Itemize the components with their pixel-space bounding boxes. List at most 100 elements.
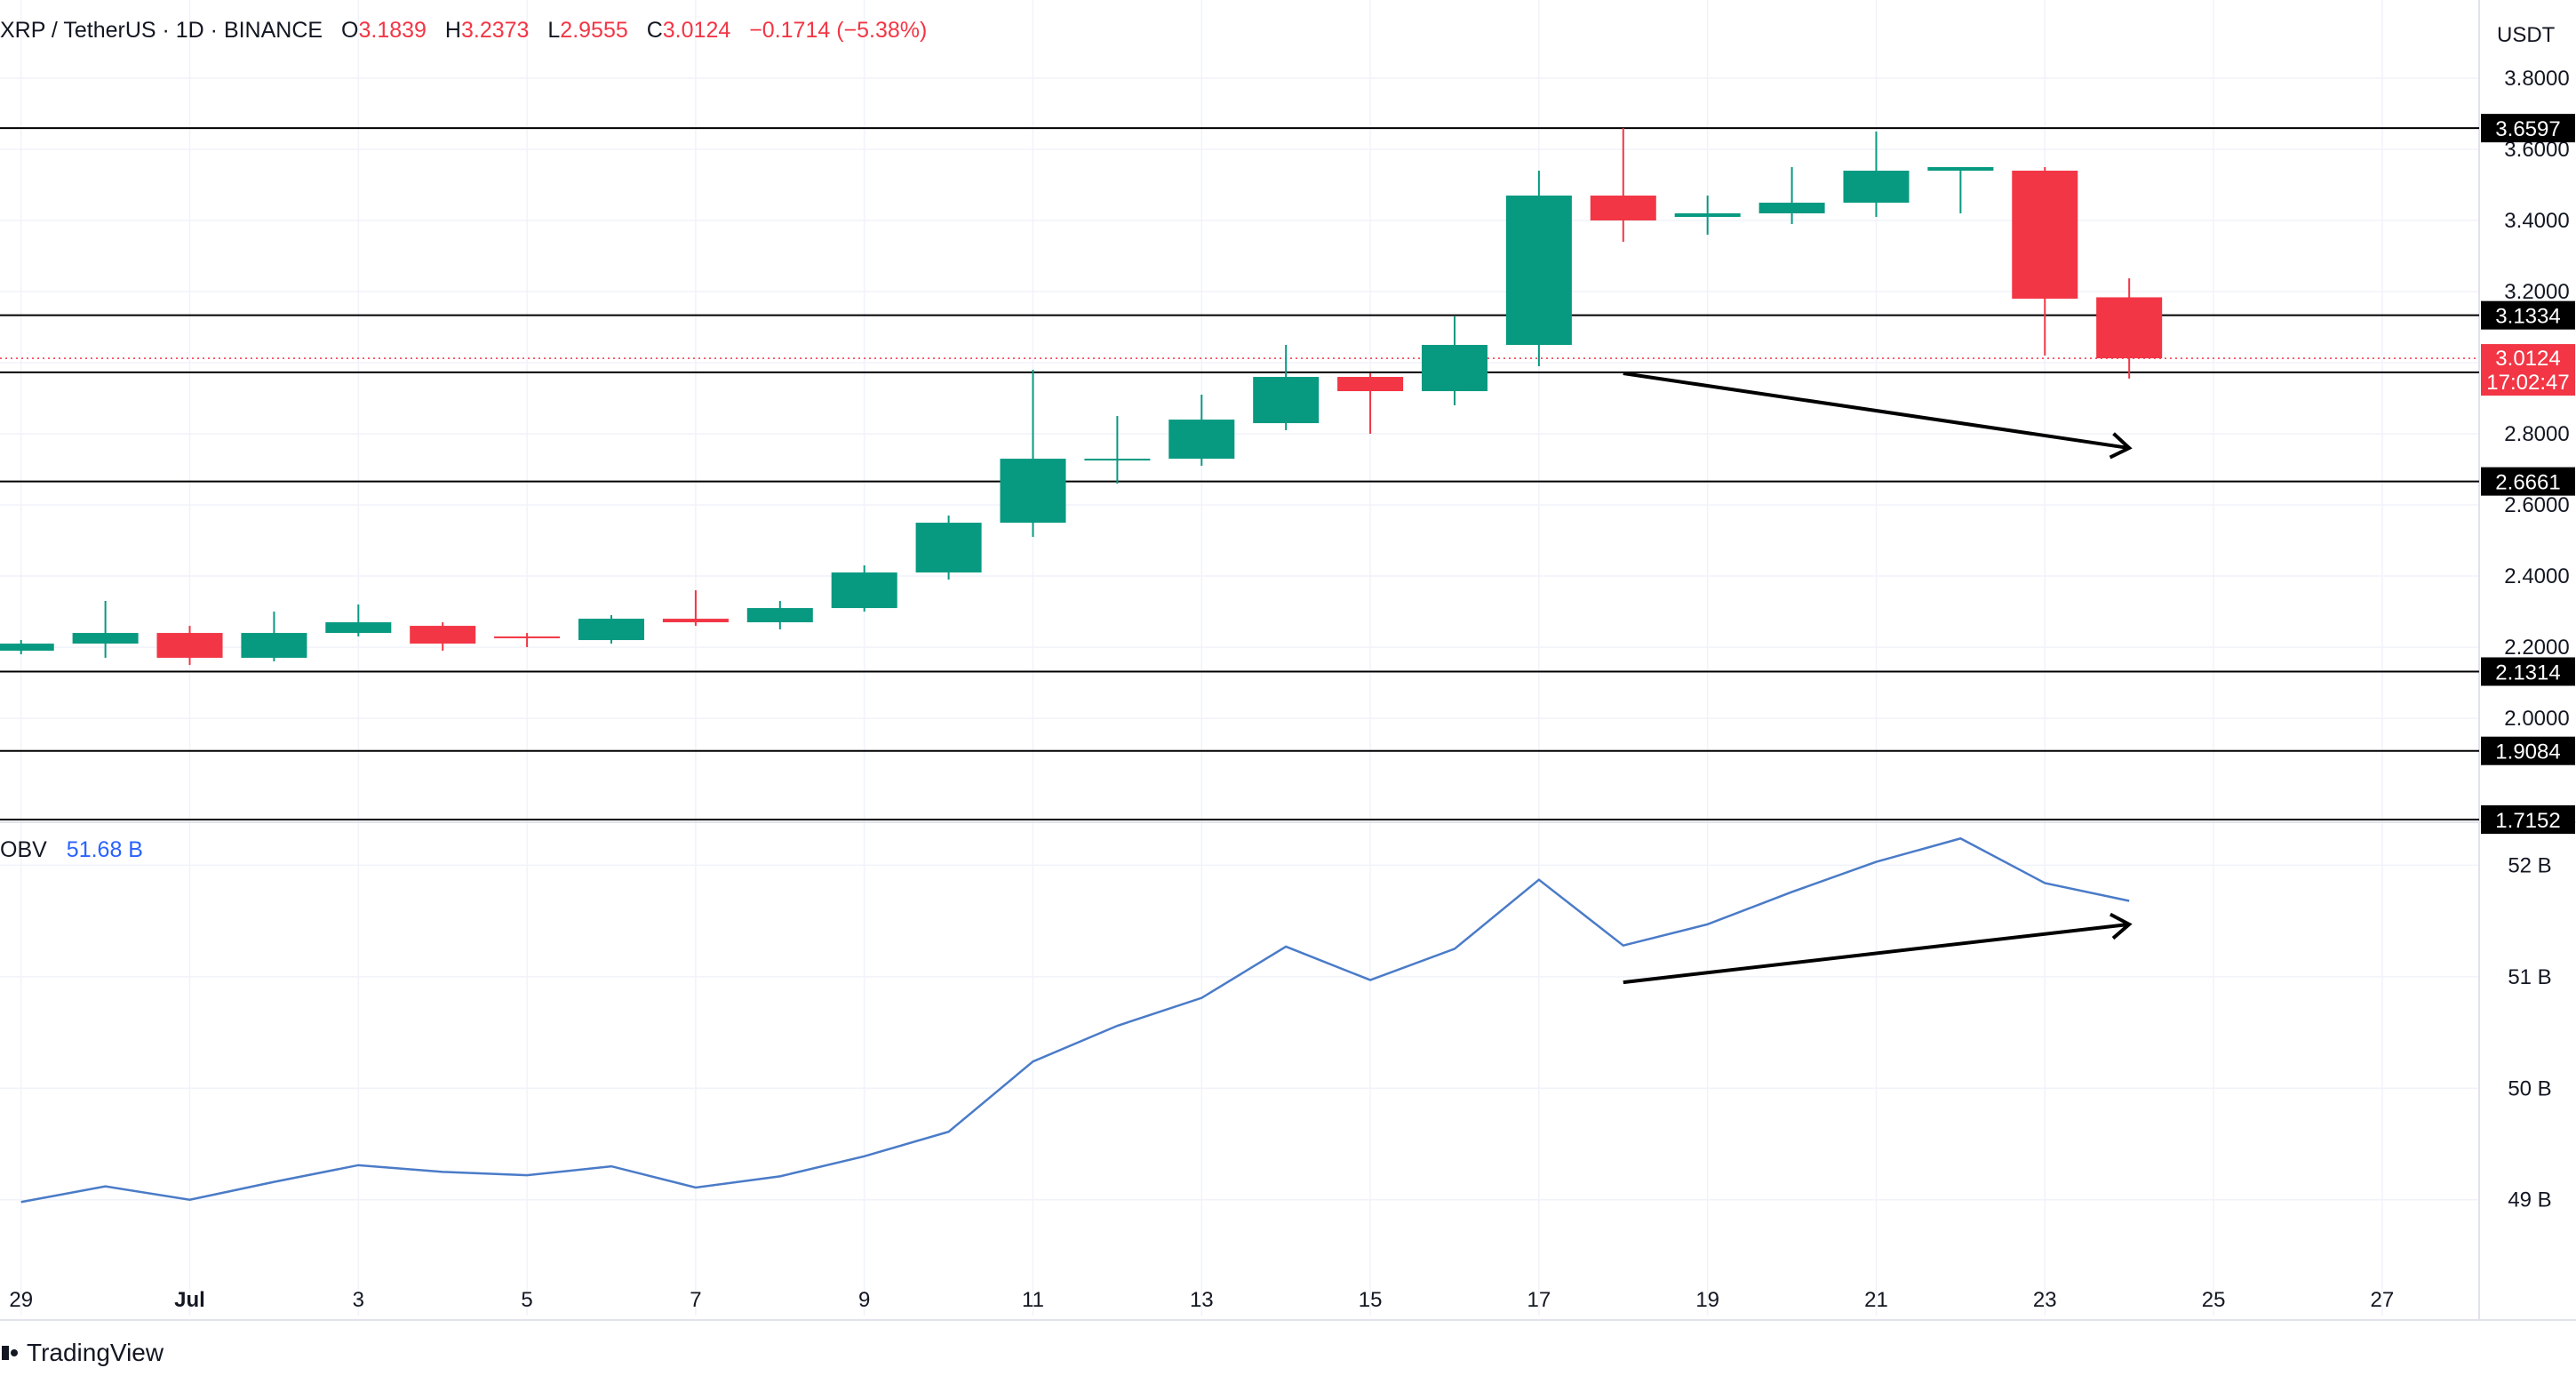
candle bbox=[1590, 128, 1656, 243]
price-trend-arrow bbox=[1623, 372, 2133, 460]
candle bbox=[2012, 167, 2078, 356]
symbol-header: XRP / TetherUS · 1D · BINANCE O3.1839 H3… bbox=[0, 18, 927, 44]
candle bbox=[1505, 171, 1572, 367]
arrow-shaft bbox=[1623, 372, 2130, 451]
symbol-title: XRP / TetherUS · 1D · BINANCE bbox=[0, 18, 323, 43]
time-tick-label: 9 bbox=[858, 1288, 870, 1312]
candle-body bbox=[325, 622, 392, 634]
candle-body bbox=[2012, 171, 2078, 300]
level-label-bg bbox=[2481, 657, 2575, 686]
high-value: 3.2373 bbox=[460, 18, 530, 43]
obv-line bbox=[20, 836, 2130, 1204]
candle bbox=[1337, 373, 1404, 435]
candle bbox=[1084, 416, 1151, 484]
level-label: 3.1334 bbox=[2495, 305, 2560, 329]
candle-body bbox=[1084, 459, 1151, 461]
candle-body bbox=[1168, 420, 1235, 460]
candle bbox=[915, 516, 982, 580]
low-label: L bbox=[547, 18, 561, 43]
arrow-head bbox=[2109, 912, 2133, 940]
candle-body bbox=[1674, 213, 1741, 218]
level-label: 3.6597 bbox=[2495, 117, 2560, 141]
high-label: H bbox=[444, 18, 461, 43]
candle bbox=[746, 601, 813, 630]
obv-value: 51.68 B bbox=[66, 837, 143, 862]
time-tick-label: 11 bbox=[1022, 1288, 1044, 1312]
candle-body bbox=[0, 644, 54, 652]
bar-countdown-label: 17:02:47 bbox=[2486, 371, 2569, 395]
candle bbox=[0, 640, 54, 655]
price-tick-label: 2.2000 bbox=[2504, 636, 2569, 660]
candle bbox=[410, 622, 476, 652]
candle bbox=[156, 626, 223, 666]
change-value: −0.1714 (−5.38%) bbox=[749, 18, 928, 43]
obv-trend-arrow bbox=[1623, 912, 2133, 985]
candle-body bbox=[494, 636, 561, 639]
candle bbox=[1253, 345, 1320, 431]
time-tick-label: 5 bbox=[521, 1288, 532, 1312]
level-label-bg bbox=[2481, 736, 2575, 765]
candle-body bbox=[1421, 345, 1487, 392]
candle-body bbox=[1000, 459, 1066, 524]
candle-body bbox=[1590, 196, 1656, 221]
candle-body bbox=[662, 619, 729, 623]
close-label: C bbox=[646, 18, 663, 43]
candle bbox=[1759, 167, 1825, 225]
obv-tick-label: 51 B bbox=[2508, 965, 2551, 989]
time-tick-label: 19 bbox=[1695, 1288, 1719, 1312]
time-tick-label: 29 bbox=[9, 1288, 33, 1312]
candle bbox=[1000, 370, 1066, 538]
arrow-shaft bbox=[1623, 922, 2130, 985]
level-label: 2.1314 bbox=[2495, 661, 2560, 685]
current-price-label-bg bbox=[2481, 344, 2575, 396]
price-tick-label: 3.4000 bbox=[2504, 209, 2569, 233]
price-tick-label: 2.0000 bbox=[2504, 707, 2569, 731]
candle-body bbox=[156, 633, 223, 659]
obv-name: OBV bbox=[0, 837, 47, 862]
candle bbox=[1168, 395, 1235, 467]
currency-unit[interactable]: USDT bbox=[2497, 23, 2556, 47]
candle-body bbox=[1759, 203, 1825, 214]
price-tick-label: 2.4000 bbox=[2504, 564, 2569, 588]
open-label: O bbox=[341, 18, 359, 43]
grid bbox=[0, 0, 2479, 1316]
candle-body bbox=[1927, 167, 1994, 172]
tradingview-logo[interactable]: TradingView bbox=[2, 1339, 163, 1367]
time-tick-label: 3 bbox=[353, 1288, 364, 1312]
obv-tick-label: 50 B bbox=[2508, 1076, 2551, 1100]
level-label-bg bbox=[2481, 114, 2575, 143]
arrow-head bbox=[2109, 432, 2133, 460]
time-tick-label: 25 bbox=[2202, 1288, 2226, 1312]
price-tick-label: 2.6000 bbox=[2504, 493, 2569, 517]
time-tick-label: 13 bbox=[1190, 1288, 1214, 1312]
time-tick-label: 15 bbox=[1359, 1288, 1383, 1312]
level-label: 1.9084 bbox=[2495, 740, 2560, 764]
obv-legend[interactable]: OBV 51.68 B bbox=[0, 837, 143, 863]
candle-body bbox=[1843, 171, 1910, 204]
candle-body bbox=[915, 523, 982, 573]
level-label-bg bbox=[2481, 300, 2575, 330]
brand-label: TradingView bbox=[27, 1339, 164, 1366]
candle bbox=[1927, 167, 1994, 214]
open-value: 3.1839 bbox=[358, 18, 427, 43]
candle bbox=[72, 601, 139, 659]
level-label: 2.6661 bbox=[2495, 471, 2560, 495]
candle-body bbox=[1253, 377, 1320, 424]
candle bbox=[2096, 278, 2163, 379]
candle bbox=[494, 633, 561, 648]
candle-body bbox=[241, 633, 307, 659]
candle bbox=[1843, 132, 1910, 218]
time-tick-label: 7 bbox=[690, 1288, 701, 1312]
time-tick-label: 23 bbox=[2033, 1288, 2057, 1312]
obv-tick-label: 49 B bbox=[2508, 1188, 2551, 1212]
price-tick-label: 2.8000 bbox=[2504, 422, 2569, 446]
time-tick-label: 17 bbox=[1527, 1288, 1551, 1312]
price-tick-label: 3.2000 bbox=[2504, 280, 2569, 304]
candle bbox=[241, 612, 307, 662]
candle-body bbox=[410, 626, 476, 644]
candle bbox=[578, 615, 645, 644]
time-tick-label: 21 bbox=[1864, 1288, 1888, 1312]
candle bbox=[325, 604, 392, 637]
current-price-label: 3.0124 bbox=[2495, 347, 2560, 371]
